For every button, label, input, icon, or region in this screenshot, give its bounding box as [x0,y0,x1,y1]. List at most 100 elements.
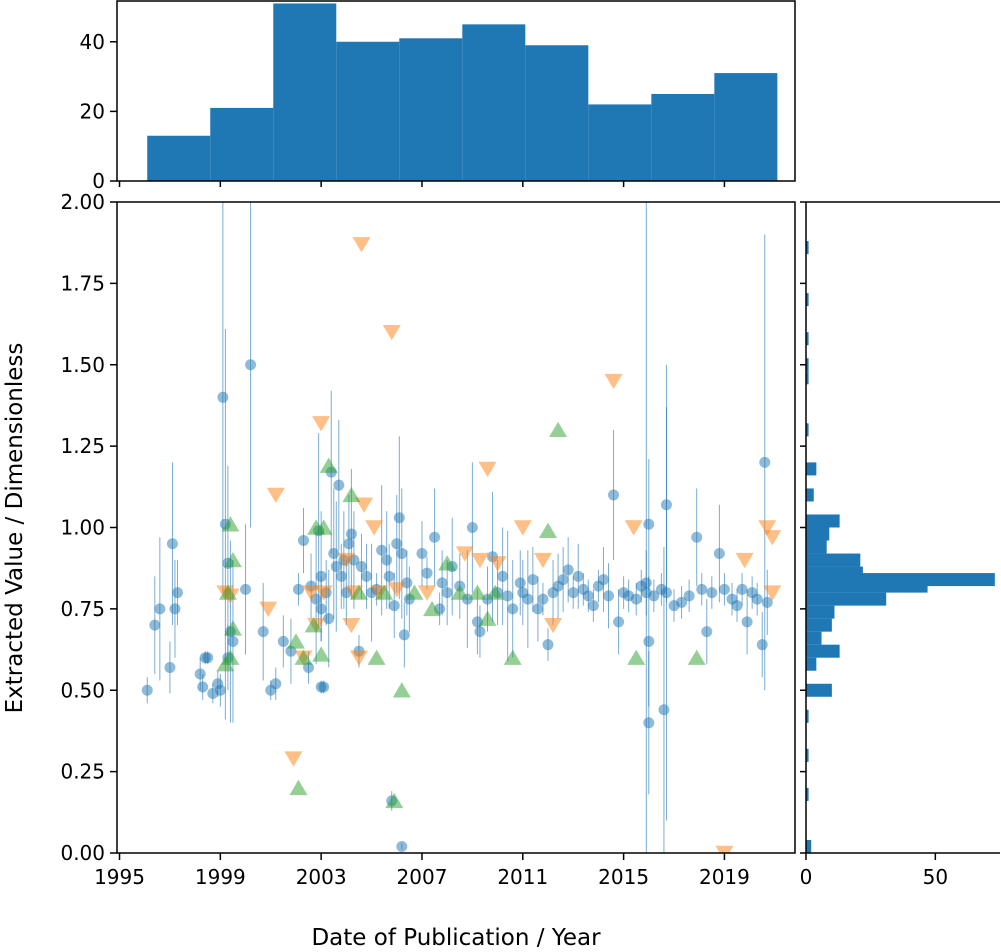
data-point-down-triangle [302,585,321,601]
right-hist-bar [806,527,830,541]
top-hist-bar [273,3,337,181]
right-hist-x-tick-label: 50 [923,865,948,889]
data-point-up-triangle [349,584,368,600]
data-point-up-triangle [538,522,557,538]
x-tick-label: 1999 [195,865,246,889]
data-point-circle [751,593,763,605]
data-point-circle [522,593,534,605]
top-hist-bar [525,45,589,181]
data-point-circle [343,538,355,550]
top-hist-bar [651,93,715,181]
right-hist-bar [806,657,817,671]
data-point-circle [318,681,330,693]
data-point-circle [227,635,239,647]
right-hist-bar [806,514,840,528]
data-point-circle [759,456,771,468]
data-point-up-triangle [223,551,242,568]
data-point-down-triangle [284,751,303,767]
x-tick-label: 2011 [497,865,548,889]
data-point-circle [345,528,357,540]
data-point-circle [141,684,153,696]
data-point-circle [335,570,347,582]
data-point-circle [676,596,688,608]
data-point-up-triangle [367,649,386,665]
data-point-down-triangle [735,552,754,569]
data-point-circle [436,577,448,589]
data-point-down-triangle [382,325,401,341]
data-point-circle [761,596,773,608]
data-point-circle [557,574,569,586]
data-point-down-triangle [259,601,278,617]
data-point-circle [328,548,340,560]
data-point-circle [270,678,282,690]
data-point-circle [562,564,574,576]
data-point-circle [393,512,405,524]
data-point-up-triangle [218,584,237,600]
y-tick-label: 1.00 [60,516,105,540]
x-tick-label: 2019 [699,865,750,889]
data-point-circle [333,479,345,491]
data-point-circle [731,600,743,612]
data-point-down-triangle [470,552,489,569]
right-hist-bar [806,683,832,697]
right-hist-bar [806,644,840,658]
data-point-circle [537,593,549,605]
data-point-circle [514,577,526,589]
data-point-circle [608,489,620,501]
data-point-down-triangle [763,585,782,601]
right-hist-bar [806,540,827,554]
data-point-circle [202,652,214,664]
data-point-circle [640,577,652,589]
top-hist-frame [116,0,796,182]
data-point-circle [542,639,554,651]
data-point-circle [149,619,161,631]
data-point-circle [691,531,703,543]
data-point-circle [643,635,655,647]
plot-content [141,202,782,853]
data-point-up-triangle [687,649,706,665]
data-point-up-triangle [289,779,308,796]
top-hist-bar [336,41,400,182]
data-point-up-triangle [314,519,333,535]
right-hist-bar [806,423,809,437]
data-point-circle [171,587,183,599]
data-point-circle [391,538,403,550]
x-tick-label: 2015 [598,865,649,889]
data-point-up-triangle [385,792,404,809]
data-point-down-triangle [314,585,333,601]
data-point-circle [257,626,269,638]
data-point-circle [421,567,433,579]
data-point-down-triangle [513,520,532,536]
top-histogram: 0 20 40 [80,0,796,193]
data-point-circle [502,590,514,602]
data-point-circle [756,639,768,651]
data-point-circle [441,587,453,599]
data-point-up-triangle [438,555,457,571]
data-point-up-triangle [468,584,487,600]
data-point-circle [567,587,579,599]
data-point-down-triangle [624,520,643,536]
data-point-circle [497,570,509,582]
data-point-circle [214,684,226,696]
right-hist-bar [806,462,817,476]
data-point-circle [401,577,413,589]
data-point-circle [217,391,229,403]
data-point-circle [381,554,393,566]
data-point-circle [683,590,695,602]
data-point-circle [474,626,486,638]
data-point-circle [396,548,408,560]
x-tick-label: 2003 [296,865,347,889]
right-hist-bar [806,839,812,853]
top-hist-bar [462,24,526,181]
right-hist-bar [806,787,809,801]
data-point-down-triangle [387,582,406,598]
data-point-circle [602,590,614,602]
data-point-up-triangle [375,584,394,600]
data-point-down-triangle [763,530,782,546]
data-point-circle [197,681,209,693]
data-point-circle [660,499,672,511]
top-hist-bar [399,38,463,182]
data-point-circle [736,583,748,595]
right-hist-bar [806,566,863,580]
